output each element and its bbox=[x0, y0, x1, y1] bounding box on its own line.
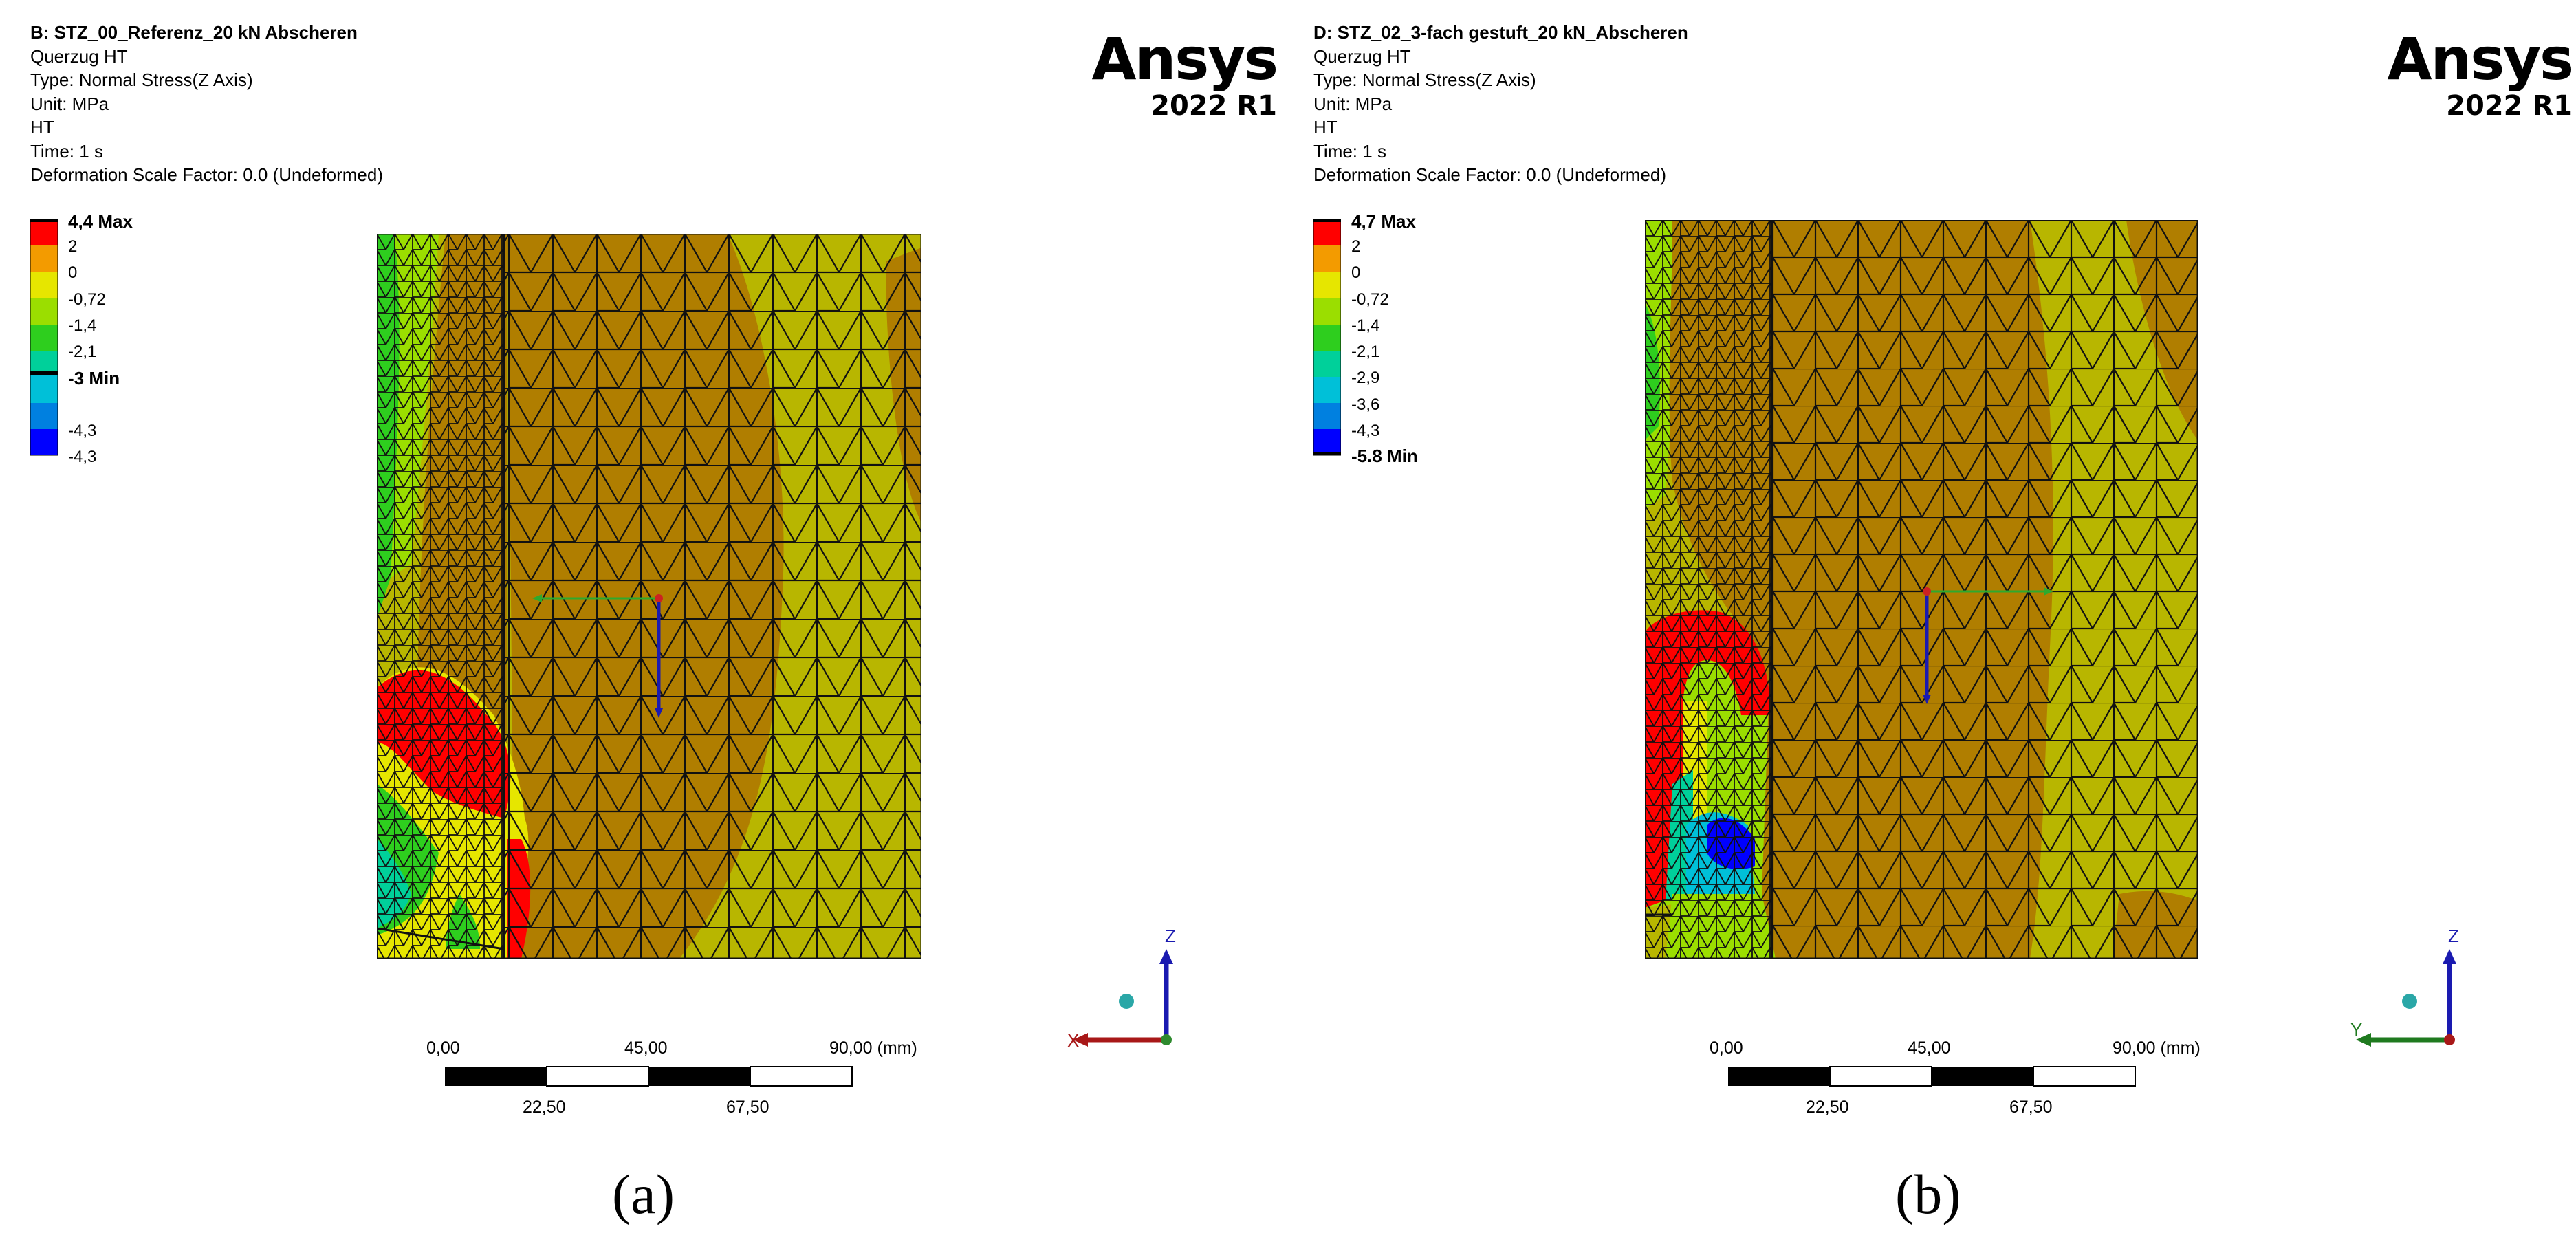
ansys-release: 2022 R1 bbox=[1150, 90, 1277, 122]
result-panel-b: D: STZ_02_3-fach gestuft_20 kN_Abscheren… bbox=[1283, 0, 2574, 1244]
scale-label: 90,00 (mm) bbox=[829, 1038, 917, 1058]
scale-label: 22,50 bbox=[1806, 1098, 1849, 1117]
legend-label-min: -5.8 Min bbox=[1351, 446, 1418, 466]
result-subtitle: Querzug HT bbox=[1313, 45, 1411, 67]
scale-bar-graphic bbox=[445, 1066, 853, 1087]
result-subtitle: Querzug HT bbox=[30, 45, 128, 67]
result-scale-factor: Deformation Scale Factor: 0.0 (Undeforme… bbox=[1313, 164, 1666, 185]
result-scope: HT bbox=[30, 117, 54, 138]
stress-contour-plot[interactable] bbox=[377, 234, 921, 959]
legend-label: -4,3 bbox=[68, 422, 97, 440]
scale-bar-graphic bbox=[1728, 1066, 2136, 1087]
triad-vertical-label: Z bbox=[2448, 926, 2459, 946]
legend-label: 2 bbox=[68, 237, 78, 256]
ansys-logo: Ansys 2022 R1 bbox=[2387, 25, 2574, 122]
ansys-logo: Ansys 2022 R1 bbox=[1091, 25, 1278, 122]
legend-label-max: 4,4 Max bbox=[68, 211, 133, 232]
stress-contour-plot[interactable] bbox=[1645, 220, 2198, 959]
triad-horizontal-label: X bbox=[1067, 1030, 1079, 1051]
scale-label: 90,00 (mm) bbox=[2113, 1038, 2201, 1058]
legend-color-bar bbox=[30, 219, 58, 456]
result-panel-a: B: STZ_00_Referenz_20 kN Abscheren Querz… bbox=[30, 21, 1278, 1225]
axis-triad[interactable]: Z Y bbox=[2342, 921, 2480, 1059]
scale-bar: 0,00 45,00 90,00 (mm) 22,50 67,50 bbox=[426, 1038, 917, 1121]
result-type: Type: Normal Stress(Z Axis) bbox=[1313, 69, 1536, 90]
ansys-release: 2022 R1 bbox=[2446, 90, 2573, 122]
legend-label: -1,4 bbox=[1351, 316, 1380, 335]
result-title: D: STZ_02_3-fach gestuft_20 kN_Abscheren bbox=[1313, 22, 1688, 43]
figure-caption: (b) bbox=[1895, 1163, 1961, 1225]
legend-label: -0,72 bbox=[1351, 290, 1389, 309]
scale-label: 0,00 bbox=[426, 1038, 460, 1058]
legend-label: -4,3 bbox=[1351, 422, 1380, 440]
result-type: Type: Normal Stress(Z Axis) bbox=[30, 69, 253, 90]
result-time: Time: 1 s bbox=[1313, 140, 1386, 162]
result-unit: Unit: MPa bbox=[1313, 93, 1393, 114]
legend-label: -3,6 bbox=[1351, 395, 1380, 414]
figure-caption: (a) bbox=[612, 1163, 675, 1225]
result-unit: Unit: MPa bbox=[30, 93, 109, 114]
result-scale-factor: Deformation Scale Factor: 0.0 (Undeforme… bbox=[30, 164, 383, 185]
result-header: D: STZ_02_3-fach gestuft_20 kN_Abscheren… bbox=[1313, 21, 1688, 187]
legend-label: 2 bbox=[1351, 237, 1361, 256]
scale-bar: 0,00 45,00 90,00 (mm) 22,50 67,50 bbox=[1710, 1038, 2201, 1121]
legend-color-bar bbox=[1313, 219, 1341, 456]
legend-label-min: -3 Min bbox=[68, 368, 120, 389]
result-time: Time: 1 s bbox=[30, 140, 103, 162]
triad-vertical-label: Z bbox=[1165, 926, 1176, 946]
legend-label: -4,3 bbox=[68, 448, 97, 466]
scale-label: 67,50 bbox=[726, 1098, 769, 1117]
ansys-brand: Ansys bbox=[1091, 25, 1278, 93]
legend-label: 0 bbox=[68, 263, 78, 282]
scale-label: 45,00 bbox=[1908, 1038, 1951, 1058]
legend-label-max: 4,7 Max bbox=[1351, 211, 1416, 232]
result-scope: HT bbox=[1313, 117, 1338, 138]
scale-label: 45,00 bbox=[624, 1038, 668, 1058]
result-title: B: STZ_00_Referenz_20 kN Abscheren bbox=[30, 22, 358, 43]
legend-label: -2,1 bbox=[1351, 342, 1380, 361]
scale-label: 67,50 bbox=[2009, 1098, 2053, 1117]
legend-label: 0 bbox=[1351, 263, 1361, 282]
legend-label: -2,9 bbox=[1351, 369, 1380, 387]
coordinate-system-marker bbox=[1923, 587, 2053, 704]
coordinate-system-marker bbox=[532, 594, 663, 718]
axis-triad[interactable]: Z X bbox=[1059, 921, 1197, 1059]
legend-label: -2,1 bbox=[68, 342, 97, 361]
legend-label: -1,4 bbox=[68, 316, 97, 335]
triad-horizontal-label: Y bbox=[2350, 1019, 2362, 1040]
scale-label: 22,50 bbox=[523, 1098, 566, 1117]
ansys-brand: Ansys bbox=[2387, 25, 2574, 93]
result-header: B: STZ_00_Referenz_20 kN Abscheren Querz… bbox=[30, 21, 383, 187]
scale-label: 0,00 bbox=[1710, 1038, 1743, 1058]
legend-label: -0,72 bbox=[68, 290, 106, 309]
